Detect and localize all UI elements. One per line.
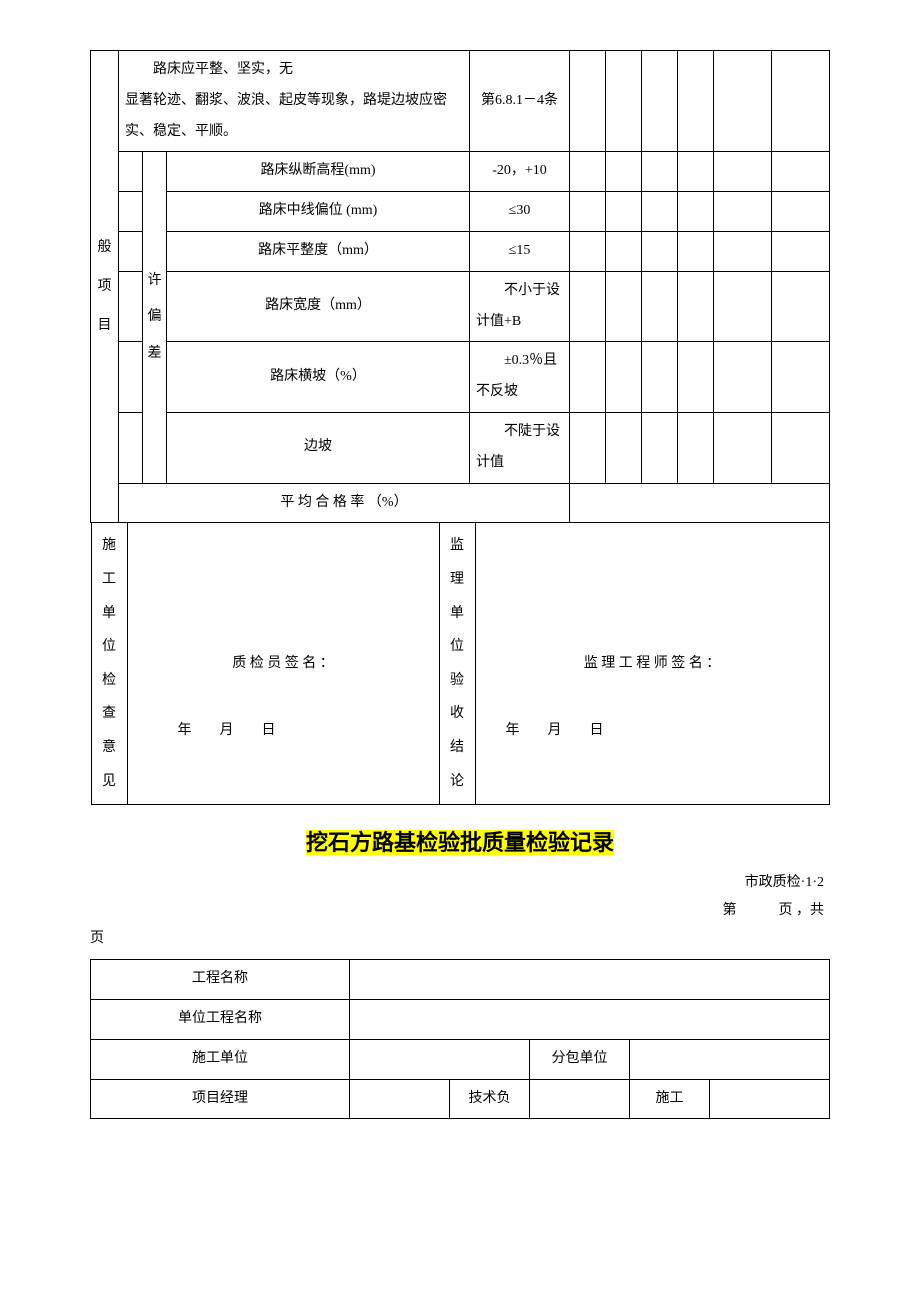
blank [570, 51, 606, 152]
blank [642, 342, 678, 413]
constructor-value [710, 1079, 830, 1119]
unit-project-label: 单位工程名称 [91, 999, 350, 1039]
blank [606, 192, 642, 232]
project-name-label: 工程名称 [91, 960, 350, 1000]
construction-unit-value [350, 1039, 530, 1079]
blank [642, 152, 678, 192]
subcontractor-value [630, 1039, 830, 1079]
blank [714, 152, 772, 192]
blank [678, 152, 714, 192]
blank [606, 412, 642, 483]
item-std: 不陡于设 计值 [470, 412, 570, 483]
tech-lead-value [530, 1079, 630, 1119]
constructor-label: 施工 [630, 1079, 710, 1119]
subcontractor-label: 分包单位 [530, 1039, 630, 1079]
blank [772, 412, 830, 483]
blank [606, 152, 642, 192]
page-info: 第 页 ，共 [90, 897, 830, 925]
construction-signature: 质 检 员 签 名 ： 年 月 日 [127, 523, 439, 804]
avg-pass-value [570, 483, 830, 523]
section-title: 挖石方路基检验批质量检验记录 [90, 825, 830, 857]
item-std: ≤30 [470, 192, 570, 232]
blank [772, 192, 830, 232]
unit-project-value [350, 999, 830, 1039]
desc-cell: 路床应平整、坚实，无 显著轮迹、翻浆、波浪、起皮等现象，路堤边坡应密实、稳定、平… [119, 51, 470, 152]
item-name: 路床平整度（mm） [167, 231, 470, 271]
blank [642, 412, 678, 483]
page-suffix: 页 [90, 925, 830, 953]
blank [772, 51, 830, 152]
blank [119, 271, 143, 342]
blank [642, 231, 678, 271]
doc-code: 市政质检·1·2 [90, 869, 830, 897]
blank [606, 342, 642, 413]
blank [119, 342, 143, 413]
item-name: 路床横坡（%） [167, 342, 470, 413]
item-std: ±0.3％且 不反坡 [470, 342, 570, 413]
item-std: -20，+10 [470, 152, 570, 192]
blank [678, 51, 714, 152]
blank [772, 271, 830, 342]
blank [570, 192, 606, 232]
blank [714, 271, 772, 342]
blank [714, 51, 772, 152]
blank [642, 51, 678, 152]
item-name: 边坡 [167, 412, 470, 483]
item-std: ≤15 [470, 231, 570, 271]
category-header: 般项目 [91, 51, 119, 523]
blank [714, 192, 772, 232]
blank [606, 271, 642, 342]
blank [570, 412, 606, 483]
blank [678, 412, 714, 483]
blank [714, 412, 772, 483]
inspection-items-table: 般项目 路床应平整、坚实，无 显著轮迹、翻浆、波浪、起皮等现象，路堤边坡应密实、… [90, 50, 830, 805]
avg-pass-label: 平 均 合 格 率 （%） [119, 483, 570, 523]
blank [570, 271, 606, 342]
blank [678, 192, 714, 232]
construction-unit-label: 施工单位 [91, 1039, 350, 1079]
blank [678, 342, 714, 413]
std-cell: 第6.8.1－4条 [470, 51, 570, 152]
item-std: 不小于设 计值+B [470, 271, 570, 342]
tech-lead-label: 技术负 [450, 1079, 530, 1119]
pm-label: 项目经理 [91, 1079, 350, 1119]
blank [714, 342, 772, 413]
project-info-table: 工程名称 单位工程名称 施工单位 分包单位 项目经理 技术负 施工 [90, 959, 830, 1119]
blank [642, 192, 678, 232]
item-name: 路床中线偏位 (mm) [167, 192, 470, 232]
blank [570, 342, 606, 413]
blank [714, 231, 772, 271]
blank [606, 231, 642, 271]
blank [570, 231, 606, 271]
blank [119, 192, 143, 232]
deviation-label: 许偏差 [143, 152, 167, 483]
blank [570, 152, 606, 192]
blank [772, 342, 830, 413]
construction-opinion-header: 施工单位检查意见 [91, 523, 127, 804]
blank [606, 51, 642, 152]
blank [678, 231, 714, 271]
blank [642, 271, 678, 342]
pm-value [350, 1079, 450, 1119]
blank [772, 231, 830, 271]
blank [119, 152, 143, 192]
item-name: 路床宽度（mm） [167, 271, 470, 342]
supervision-signature: 监 理 工 程 师 签 名 ： 年 月 日 [475, 523, 829, 804]
supervision-conclusion-header: 监理单位验收结论 [439, 523, 475, 804]
blank [772, 152, 830, 192]
item-name: 路床纵断高程(mm) [167, 152, 470, 192]
blank [678, 271, 714, 342]
blank [119, 231, 143, 271]
project-name-value [350, 960, 830, 1000]
blank [119, 412, 143, 483]
